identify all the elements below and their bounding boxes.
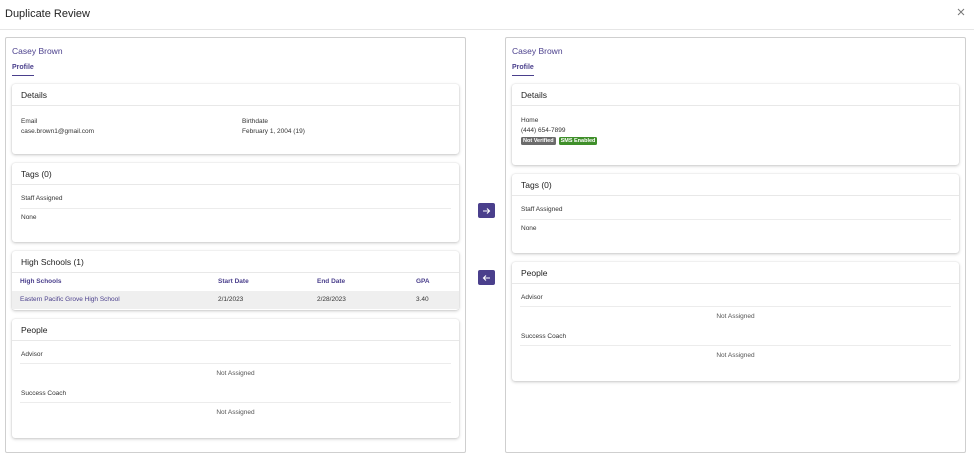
left-high-schools-title: High Schools (1) (12, 251, 459, 273)
high-school-name-link[interactable]: Eastern Pacific Grove High School (20, 296, 120, 303)
left-details-title: Details (12, 84, 459, 106)
left-email-value: case.brown1@gmail.com (21, 128, 95, 135)
left-email-label: Email (21, 118, 38, 125)
right-phone-label: Home (521, 117, 539, 124)
right-people-card: People Advisor Not Assigned Success Coac… (512, 262, 959, 381)
right-tags-card: Tags (0) Staff Assigned None (512, 174, 959, 253)
left-people-title: People (12, 319, 459, 341)
left-success-coach-value: Not Assigned (216, 409, 255, 416)
right-phone-value: (444) 654-7899 (521, 127, 566, 134)
divider (20, 402, 451, 403)
column-header-gpa[interactable]: GPA (416, 278, 430, 285)
left-record-panel: Casey Brown Profile Details Email case.b… (5, 37, 466, 453)
right-details-card: Details Home (444) 654-7899 Not Verified… (512, 84, 959, 165)
left-person-name[interactable]: Casey Brown (12, 46, 63, 56)
left-people-card: People Advisor Not Assigned Success Coac… (12, 319, 459, 438)
left-high-schools-card: High Schools (1) High Schools Start Date… (12, 251, 459, 310)
right-advisor-label: Advisor (521, 294, 543, 301)
gpa-cell: 3.40 (416, 296, 429, 303)
phone-badges: Not Verified SMS Enabled (521, 137, 600, 145)
table-header-row: High Schools Start Date End Date GPA (12, 273, 459, 291)
end-date-cell: 2/28/2023 (317, 296, 346, 303)
divider (20, 208, 451, 209)
merge-right-button[interactable] (478, 203, 495, 218)
right-person-name[interactable]: Casey Brown (512, 46, 563, 56)
high-schools-table: High Schools Start Date End Date GPA Eas… (12, 273, 459, 309)
right-advisor-value: Not Assigned (716, 313, 755, 320)
merge-left-button[interactable] (478, 270, 495, 285)
column-header-end-date[interactable]: End Date (317, 278, 346, 285)
left-staff-assigned-label: Staff Assigned (21, 195, 63, 202)
not-verified-badge: Not Verified (521, 137, 556, 145)
start-date-cell: 2/1/2023 (218, 296, 244, 303)
modal-title: Duplicate Review (5, 8, 90, 20)
left-success-coach-label: Success Coach (21, 390, 67, 397)
right-success-coach-value: Not Assigned (716, 352, 755, 359)
left-tab-profile[interactable]: Profile (12, 64, 34, 76)
arrow-right-icon (483, 207, 491, 214)
column-header-start-date[interactable]: Start Date (218, 278, 249, 285)
divider (520, 219, 951, 220)
left-tags-card: Tags (0) Staff Assigned None (12, 163, 459, 242)
left-staff-assigned-value: None (21, 214, 37, 221)
modal-header: Duplicate Review (0, 0, 974, 30)
table-row[interactable]: Eastern Pacific Grove High School 2/1/20… (12, 291, 459, 309)
right-details-title: Details (512, 84, 959, 106)
arrow-left-icon (482, 274, 490, 281)
right-tags-title: Tags (0) (512, 174, 959, 196)
right-staff-assigned-value: None (521, 225, 537, 232)
close-icon[interactable] (955, 6, 967, 18)
right-success-coach-label: Success Coach (521, 333, 567, 340)
left-advisor-value: Not Assigned (216, 370, 255, 377)
sms-enabled-badge: SMS Enabled (558, 137, 598, 145)
divider (520, 306, 951, 307)
divider (520, 345, 951, 346)
right-staff-assigned-label: Staff Assigned (521, 206, 563, 213)
left-birthdate-value: February 1, 2004 (19) (242, 128, 305, 135)
divider (20, 363, 451, 364)
left-advisor-label: Advisor (21, 351, 43, 358)
left-birthdate-label: Birthdate (242, 118, 269, 125)
right-record-panel: Casey Brown Profile Details Home (444) 6… (505, 37, 966, 453)
right-people-title: People (512, 262, 959, 284)
left-details-card: Details Email case.brown1@gmail.com Birt… (12, 84, 459, 154)
right-tab-profile[interactable]: Profile (512, 64, 534, 76)
left-tags-title: Tags (0) (12, 163, 459, 185)
column-header-high-schools[interactable]: High Schools (20, 278, 62, 285)
